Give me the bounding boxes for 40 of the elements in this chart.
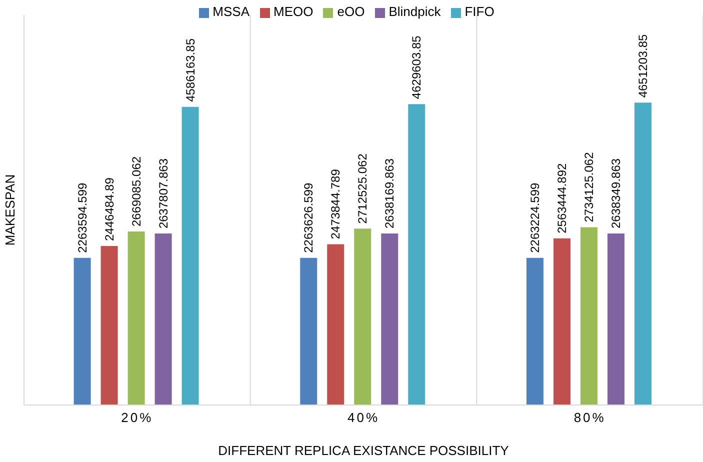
bar (327, 244, 344, 405)
x-tick-label: 40% (347, 410, 380, 426)
data-label: 2263224.599 (528, 182, 542, 253)
data-label: 4629603.85 (410, 35, 424, 100)
legend-label: MEOO (274, 4, 314, 19)
bar (300, 258, 318, 405)
data-label: 2734125.062 (582, 152, 596, 222)
bar (607, 234, 624, 405)
data-label: 2637807.863 (156, 158, 170, 229)
bar (74, 258, 91, 405)
data-label: 4586163.85 (183, 38, 198, 102)
bar (100, 246, 118, 405)
data-label: 2563444.892 (554, 162, 569, 234)
legend-label: eOO (337, 4, 365, 19)
legend-label: Blindpick (388, 4, 441, 19)
data-label: 2638169.863 (382, 158, 397, 229)
data-label: 2712525.062 (356, 153, 370, 224)
data-label: 4651203.85 (636, 34, 650, 98)
bar (553, 238, 570, 405)
y-axis-title: MAKESPAN (2, 174, 18, 246)
bar (154, 234, 172, 405)
data-label: 2473844.789 (328, 168, 343, 240)
bar (408, 104, 426, 405)
bar (634, 102, 652, 405)
data-label: 2446484.89 (102, 177, 116, 241)
bar (128, 232, 145, 405)
data-label: 2263626.599 (302, 182, 316, 253)
data-label: 2263594.599 (75, 182, 90, 253)
legend-label: MSSA (212, 4, 250, 19)
legend-label: FIFO (464, 4, 494, 19)
bar (354, 228, 372, 405)
bar (381, 234, 398, 405)
data-label: 2638349.863 (608, 158, 623, 229)
bar (580, 227, 598, 405)
bar (526, 258, 544, 405)
bar (182, 106, 199, 405)
x-axis-title: DIFFERENT REPLICA EXISTANCE POSSIBILITY (218, 443, 510, 458)
x-tick-label: 80% (574, 410, 606, 426)
x-tick-label: 20% (121, 410, 154, 426)
data-label: 2669085.062 (129, 156, 144, 227)
